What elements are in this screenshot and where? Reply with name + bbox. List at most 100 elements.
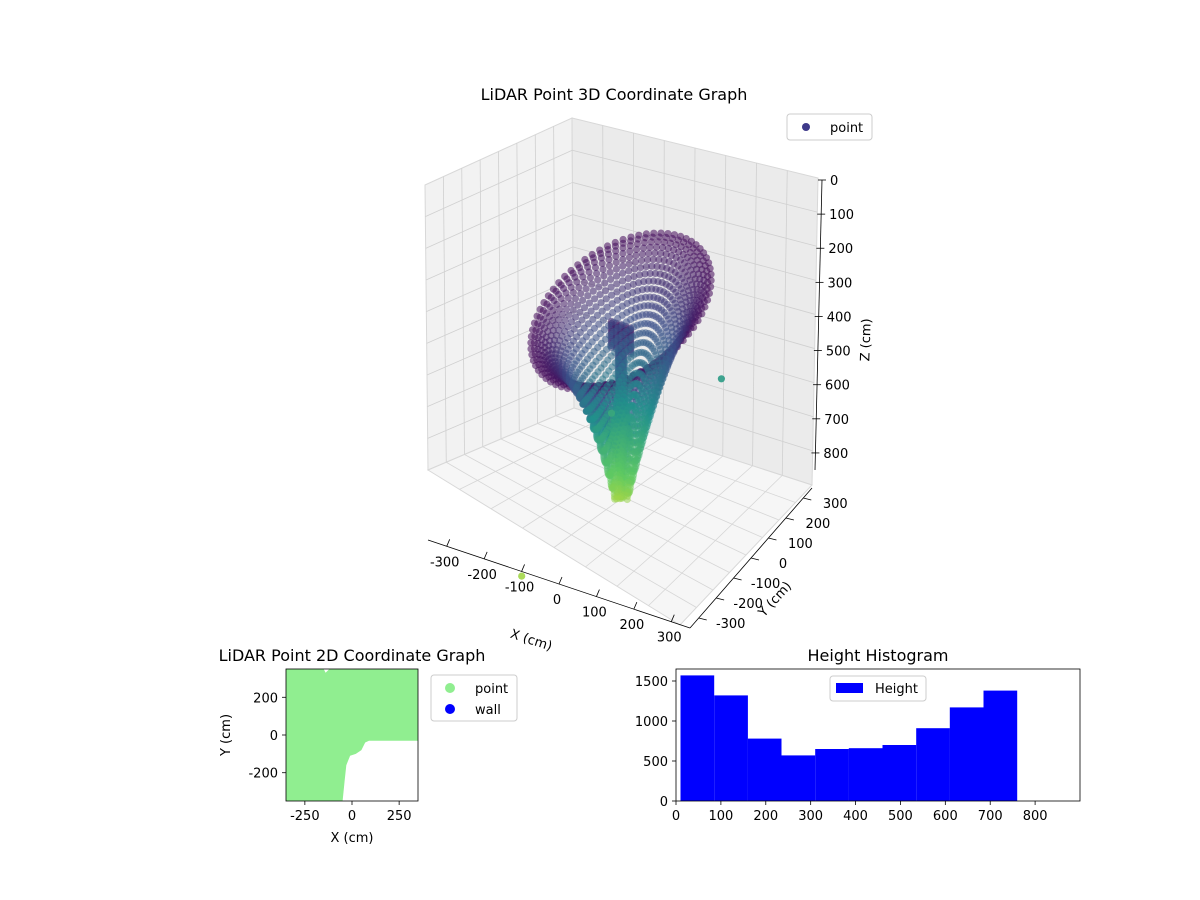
point-cloud-dot	[640, 239, 649, 247]
point-cloud-dot	[654, 238, 662, 246]
y-axis-label-2d: Y (cm)	[219, 714, 234, 757]
point-cloud-dot	[636, 264, 645, 272]
point-cloud-dot	[573, 278, 581, 286]
point-cloud-dot	[586, 274, 595, 282]
x-tick-label-2d: -250	[290, 809, 320, 824]
point-cloud-dot	[560, 299, 568, 308]
point-cloud-dot	[582, 285, 590, 293]
outlier-dot	[518, 572, 526, 580]
point-cloud-dot	[589, 315, 597, 324]
chart-histogram: Height Histogram 0 100 200 300 400 500 600 700 8…	[635, 646, 1081, 824]
y-ticks-2d: 200 0 -200	[248, 691, 286, 782]
point-cloud-dot	[569, 289, 578, 297]
point-cloud-dot	[575, 283, 583, 292]
z-axis-label-3d: Z (cm)	[858, 318, 874, 361]
point-cloud-dot	[579, 273, 587, 281]
point-cloud-dot	[598, 259, 606, 267]
point-cloud-dot	[576, 308, 584, 316]
point-cloud-dot	[604, 458, 612, 466]
x-tick-label-histogram: 500	[888, 809, 913, 824]
point-cloud-dot	[619, 277, 627, 285]
point-cloud-dot	[593, 311, 602, 319]
point-cloud-dot	[619, 256, 627, 264]
x-ticks-2d: -250 0 250	[290, 801, 412, 824]
z-tick-label-3d: 100	[829, 208, 854, 223]
point-cloud-dot	[648, 262, 656, 270]
point-cloud-dot	[577, 290, 585, 298]
point-cloud-dot	[568, 318, 576, 326]
point-cloud-dot	[571, 313, 580, 321]
legend-3d: point	[786, 113, 873, 141]
point-cloud-dot	[636, 271, 644, 279]
x-tick-label-histogram: 200	[753, 809, 778, 824]
point-cloud-dot	[619, 244, 627, 252]
point-cloud-dot	[613, 495, 621, 503]
x-tick-label-histogram: 300	[798, 809, 823, 824]
outlier-dot	[607, 409, 616, 417]
chart-3d: LiDAR Point 3D Coordinate Graph -300 -200…	[424, 85, 875, 655]
point-cloud-dot	[630, 272, 638, 281]
point-cloud-dot	[613, 280, 621, 288]
legend-marker-point	[445, 683, 455, 693]
point-cloud-dot	[619, 269, 627, 277]
outlier-points	[518, 375, 726, 580]
chart-3d-title: LiDAR Point 3D Coordinate Graph	[481, 85, 748, 104]
point-cloud-dot	[637, 257, 646, 265]
point-cloud-dot	[596, 291, 604, 299]
point-cloud-dot	[655, 256, 663, 264]
point-cloud-dot	[638, 250, 647, 258]
point-cloud-dot	[612, 258, 620, 266]
point-cloud-dot	[589, 287, 597, 295]
point-cloud-dot	[626, 247, 634, 255]
point-cloud-dot	[595, 283, 603, 291]
point-cloud-dot	[633, 240, 642, 248]
point-cloud-dot	[613, 288, 621, 296]
point-cloud-dot	[556, 305, 564, 313]
point-cloud-dot	[569, 306, 577, 314]
y-tick-label-histogram: 1000	[635, 715, 668, 730]
y-tick-label-3d: -200	[733, 597, 763, 612]
point-cloud-dot	[604, 250, 613, 258]
point-cloud-dot	[625, 267, 633, 275]
point-cloud-dot	[606, 268, 614, 276]
point-cloud-dot	[578, 350, 586, 358]
point-cloud-dot	[608, 300, 616, 308]
x-tick-label-histogram: 700	[978, 809, 1003, 824]
x-axis-label-3d: X (cm)	[508, 627, 554, 655]
point-cloud-dot	[631, 258, 639, 266]
point-cloud-dot	[586, 378, 594, 386]
histogram-bar	[848, 748, 883, 801]
point-cloud-dot	[646, 243, 654, 251]
histogram-bar	[714, 695, 748, 801]
z-tick-label-3d: 600	[825, 379, 850, 394]
point-cloud-dot	[555, 316, 563, 324]
point-cloud-dot	[591, 295, 599, 303]
point-cloud-dot	[574, 301, 582, 309]
y-tick-label-histogram: 0	[660, 795, 668, 810]
point-region	[286, 669, 418, 801]
y-tick-label-2d: 0	[270, 729, 278, 744]
point-cloud-dot	[565, 311, 573, 319]
x-tick-label-3d: -300	[430, 555, 460, 570]
x-tick-label-histogram: 400	[843, 809, 868, 824]
point-cloud-dot	[653, 262, 661, 270]
point-cloud-dot	[657, 249, 665, 257]
point-cloud-dot	[601, 287, 610, 295]
point-cloud-dot	[598, 307, 606, 315]
z-tick-label-3d: 300	[828, 276, 853, 291]
y-tick-label-3d: 0	[779, 557, 787, 572]
x-tick-label-3d: 0	[553, 593, 561, 608]
y-tick-label-3d: 300	[823, 497, 848, 512]
point-cloud-dot	[632, 251, 640, 259]
point-cloud-dot	[597, 254, 606, 262]
histogram-bar	[916, 728, 950, 801]
point-cloud-dot	[624, 282, 632, 290]
legend-label-height: Height	[875, 682, 918, 697]
point-cloud-dot	[613, 272, 621, 280]
histogram-bar	[815, 749, 849, 801]
point-cloud-dot	[601, 446, 610, 454]
y-tick-label-2d: -200	[248, 767, 278, 782]
point-cloud-dot	[582, 311, 591, 320]
point-cloud-dot	[658, 243, 667, 252]
z-tick-label-3d: 0	[830, 174, 838, 189]
